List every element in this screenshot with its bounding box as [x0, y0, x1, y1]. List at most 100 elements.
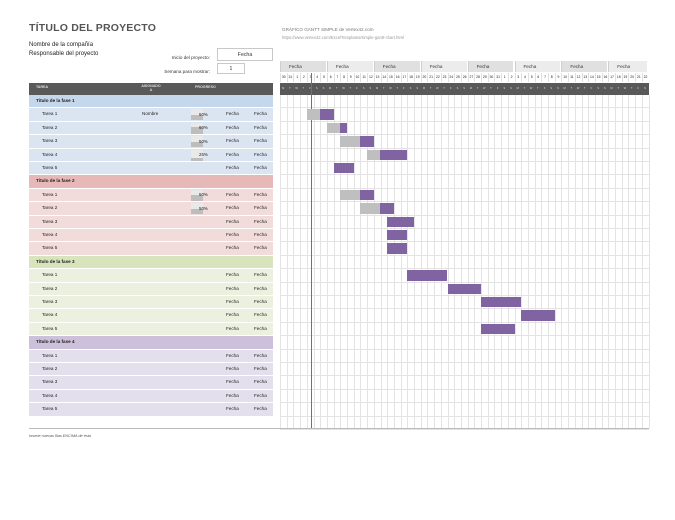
task-end-date[interactable]: Fecha [254, 325, 267, 331]
task-end-date[interactable]: Fecha [254, 111, 267, 117]
task-name[interactable]: Tarea 4 [42, 312, 58, 318]
task-name[interactable]: Tarea 1 [42, 191, 58, 197]
task-name[interactable]: Tarea 5 [42, 165, 58, 170]
task-row[interactable]: Tarea 1 Fecha Fecha [29, 269, 273, 282]
task-bar[interactable] [340, 136, 374, 147]
task-name[interactable]: Tarea 3 [42, 138, 58, 144]
task-end-date[interactable]: Fecha [254, 285, 267, 291]
task-end-date[interactable]: Fecha [254, 205, 267, 211]
task-row[interactable]: Tarea 2 50% Fecha Fecha [29, 202, 273, 215]
task-row[interactable]: Tarea 3 50% Fecha Fecha [29, 135, 273, 148]
task-start-date[interactable]: Fecha [226, 124, 239, 130]
task-bar[interactable] [387, 243, 408, 254]
task-start-date[interactable]: Fecha [226, 392, 239, 398]
phase-title[interactable]: Título de la fase 2 [36, 178, 75, 184]
task-end-date[interactable]: Fecha [254, 352, 267, 358]
task-bar[interactable] [306, 109, 334, 120]
phase-title[interactable]: Título de la fase 1 [36, 98, 75, 103]
task-row[interactable]: Tarea 4 Fecha Fecha [29, 229, 273, 242]
task-end-date[interactable]: Fecha [254, 272, 267, 278]
task-name[interactable]: Tarea 1 [42, 272, 58, 278]
task-name[interactable]: Tarea 3 [42, 379, 58, 385]
task-end-date[interactable]: Fecha [254, 232, 267, 237]
task-row[interactable]: Tarea 5 Fecha Fecha [29, 162, 273, 175]
task-end-date[interactable]: Fecha [254, 379, 267, 385]
task-row[interactable]: Tarea 2 Fecha Fecha [29, 363, 273, 376]
task-bar[interactable] [326, 122, 347, 134]
task-bar[interactable] [387, 216, 414, 227]
task-end-date[interactable]: Fecha [254, 218, 267, 224]
task-start-date[interactable]: Fecha [226, 285, 239, 291]
task-end-date[interactable]: Fecha [254, 406, 267, 412]
task-start-date[interactable]: Fecha [226, 366, 239, 371]
task-end-date[interactable]: Fecha [254, 124, 267, 130]
start-date-field[interactable]: Fecha [217, 48, 273, 61]
task-start-date[interactable]: Fecha [226, 205, 239, 211]
task-start-date[interactable]: Fecha [226, 299, 239, 304]
task-end-date[interactable]: Fecha [254, 138, 267, 144]
task-name[interactable]: Tarea 4 [42, 232, 58, 237]
task-name[interactable]: Tarea 2 [42, 366, 58, 371]
task-row[interactable]: Tarea 3 Fecha Fecha [29, 296, 273, 309]
task-end-date[interactable]: Fecha [254, 165, 267, 170]
task-end-date[interactable]: Fecha [254, 191, 267, 197]
task-row[interactable]: Tarea 4 25% Fecha Fecha [29, 148, 273, 161]
task-row[interactable]: Tarea 3 Fecha Fecha [29, 376, 273, 389]
week-display-field[interactable]: 1 [217, 63, 245, 74]
task-bar[interactable] [387, 230, 408, 241]
task-start-date[interactable]: Fecha [226, 151, 239, 157]
task-name[interactable]: Tarea 3 [42, 299, 58, 304]
task-row[interactable]: Tarea 4 Fecha Fecha [29, 389, 273, 403]
task-assignee[interactable]: Nombre [142, 111, 159, 117]
task-name[interactable]: Tarea 4 [42, 392, 58, 398]
task-row[interactable]: Tarea 1 Nombre 50% Fecha Fecha [29, 108, 273, 121]
task-row[interactable]: Tarea 1 50% Fecha Fecha [29, 188, 273, 202]
task-name[interactable]: Tarea 2 [42, 124, 58, 130]
task-start-date[interactable]: Fecha [226, 325, 239, 331]
task-start-date[interactable]: Fecha [226, 111, 239, 117]
task-row[interactable]: Tarea 3 Fecha Fecha [29, 215, 273, 228]
task-bar[interactable] [367, 149, 408, 160]
task-bar[interactable] [447, 283, 481, 294]
task-name[interactable]: Tarea 5 [42, 245, 58, 251]
task-name[interactable]: Tarea 5 [42, 325, 58, 331]
task-start-date[interactable]: Fecha [226, 218, 239, 224]
task-bar[interactable] [340, 189, 374, 201]
task-start-date[interactable]: Fecha [226, 191, 239, 197]
task-start-date[interactable]: Fecha [226, 165, 239, 170]
task-end-date[interactable]: Fecha [254, 245, 267, 251]
task-row[interactable]: Tarea 4 Fecha Fecha [29, 309, 273, 322]
task-bar[interactable] [333, 163, 354, 174]
task-name[interactable]: Tarea 1 [42, 352, 58, 358]
task-bar[interactable] [407, 270, 448, 281]
task-row[interactable]: Tarea 5 Fecha Fecha [29, 403, 273, 416]
task-name[interactable]: Tarea 5 [42, 406, 58, 412]
task-start-date[interactable]: Fecha [226, 138, 239, 144]
task-name[interactable]: Tarea 4 [42, 151, 58, 157]
task-name[interactable]: Tarea 2 [42, 205, 58, 211]
task-start-date[interactable]: Fecha [226, 312, 239, 318]
phase-title[interactable]: Título de la fase 4 [36, 339, 75, 345]
task-start-date[interactable]: Fecha [226, 406, 239, 412]
task-start-date[interactable]: Fecha [226, 352, 239, 358]
task-end-date[interactable]: Fecha [254, 312, 267, 318]
task-bar[interactable] [481, 297, 522, 308]
task-end-date[interactable]: Fecha [254, 366, 267, 371]
task-start-date[interactable]: Fecha [226, 379, 239, 385]
task-name[interactable]: Tarea 1 [42, 111, 58, 117]
task-end-date[interactable]: Fecha [254, 392, 267, 398]
task-bar[interactable] [481, 323, 515, 335]
task-bar[interactable] [521, 310, 555, 321]
task-row[interactable]: Tarea 1 Fecha Fecha [29, 349, 273, 362]
task-row[interactable]: Tarea 2 Fecha Fecha [29, 282, 273, 295]
task-end-date[interactable]: Fecha [254, 151, 267, 157]
template-link[interactable]: https://www.vertex42.com/ExcelTemplates/… [282, 35, 404, 40]
task-row[interactable]: Tarea 5 Fecha Fecha [29, 322, 273, 336]
task-start-date[interactable]: Fecha [226, 245, 239, 251]
task-name[interactable]: Tarea 3 [42, 218, 58, 224]
task-name[interactable]: Tarea 2 [42, 285, 58, 291]
task-end-date[interactable]: Fecha [254, 299, 267, 304]
task-start-date[interactable]: Fecha [226, 272, 239, 278]
task-row[interactable]: Tarea 5 Fecha Fecha [29, 242, 273, 255]
task-bar[interactable] [360, 203, 394, 214]
